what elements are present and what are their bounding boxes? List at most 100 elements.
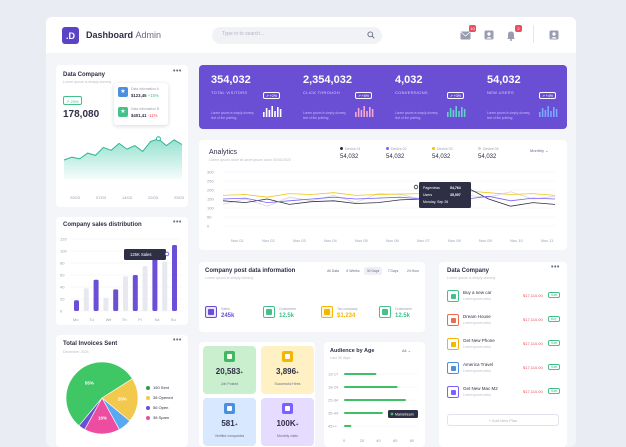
y-tick-label: 0 <box>60 309 63 314</box>
tile-icon-glyph <box>285 354 290 359</box>
more-options-icon[interactable]: ••• <box>551 264 560 271</box>
day-label: Fr <box>138 317 142 322</box>
filter-tab[interactable]: 24 Hour <box>406 269 420 273</box>
filter-tab[interactable]: All Data <box>327 269 339 273</box>
stat-tile[interactable]: 581+ Verified companies <box>203 398 256 446</box>
tooltip-label: Users <box>423 193 432 197</box>
card-subtitle: Lorem ipsum is simply dummy <box>63 80 112 84</box>
sales-bar <box>113 289 119 311</box>
legend-dot <box>386 147 389 150</box>
age-bar <box>344 412 383 414</box>
x-tick-label: 07/03 <box>96 195 107 200</box>
mini-bar <box>371 109 374 117</box>
legend-dot <box>340 147 343 150</box>
filter-tab[interactable]: 30 Days <box>364 267 382 275</box>
legend-value: 54,032 <box>432 154 451 160</box>
tile-value-number: 581 <box>221 419 235 428</box>
stat-chip: ↗ +4% <box>539 92 557 99</box>
tooltip-text: Mainstream <box>395 413 414 417</box>
mini-bar <box>544 110 547 117</box>
audience-chart: 13-17 18-24 25-34 35-44 45++ 0 20 40 60 80 Mainstr… <box>328 372 418 443</box>
more-options-icon[interactable]: ••• <box>173 337 182 344</box>
more-options-icon[interactable]: ••• <box>173 219 182 226</box>
age-filter-select[interactable]: All ⌄ <box>402 348 411 353</box>
period-select-value: Monthly <box>530 148 545 153</box>
list-item[interactable]: America Travel Lorem ipsum dolor $17,110.0… <box>447 360 561 380</box>
search-bar[interactable]: Type in to search... <box>212 27 382 44</box>
dashboard-window: .D Dashboard Admin Type in to search... … <box>46 17 576 447</box>
account-button[interactable] <box>549 29 561 41</box>
tile-value-suffix: + <box>234 422 238 428</box>
metric-label: Customers <box>279 307 296 311</box>
y-tick-label: 50 <box>207 215 212 220</box>
info2-value: $401,41 -11% <box>131 113 157 118</box>
notifications-button[interactable]: 2 <box>506 25 522 41</box>
mini-bar <box>268 110 271 117</box>
legend-name: Device 02 <box>391 147 407 151</box>
stat-tile[interactable]: 3,896+ Successful Hires <box>261 346 314 394</box>
mini-bar <box>355 112 357 117</box>
tile-icon <box>282 351 293 362</box>
invoice-legend-item: 38 Opened <box>146 395 173 400</box>
mini-bar <box>455 106 457 117</box>
item-tag: Buy <box>548 316 560 322</box>
period-select[interactable]: Monthly ⌄ <box>530 148 549 153</box>
stat-tile[interactable]: 100K+ Monthly visits <box>261 398 314 446</box>
y-tick-label: 120 <box>60 237 67 242</box>
stat-tile[interactable]: 20,583+ Job Posted <box>203 346 256 394</box>
list-item[interactable]: Dream House Lorem ipsum dolor $17,110.00 Bu… <box>447 312 560 332</box>
stat-item: 4,032 CONVERSIONS ↗ +3% Lorem ipsum is simp… <box>395 74 483 124</box>
sales-bar-secondary <box>83 288 89 311</box>
add-plan-button[interactable]: + Add New Plan <box>447 414 559 426</box>
search-input[interactable]: Type in to search... <box>222 31 265 37</box>
audience-title: Audience by Age <box>330 348 375 354</box>
search-icon[interactable] <box>367 31 375 39</box>
star-icon: ★ <box>118 87 128 97</box>
mini-bar <box>271 106 273 117</box>
profile-button[interactable] <box>484 29 496 41</box>
series-line <box>222 195 556 204</box>
tile-icon-glyph <box>227 406 232 411</box>
tooltip-dot <box>390 412 394 416</box>
item-tag: Sale <box>548 388 561 394</box>
x-tick-label: 60 <box>393 438 398 443</box>
legend-name: Device 04 <box>483 147 499 151</box>
sales-bar-secondary <box>123 276 128 311</box>
mini-bar <box>539 112 541 117</box>
legend-item: Device 04 <box>478 147 499 151</box>
mini-bar <box>277 107 279 117</box>
user-card-icon <box>484 30 494 40</box>
tile-icon <box>224 351 235 362</box>
stat-label: CLICK THROUGH <box>303 90 340 95</box>
list-item[interactable]: Get New Phone Lorem ipsum dolor $17,110.00… <box>447 336 561 356</box>
tile-icon-glyph <box>285 406 290 411</box>
tile-value-number: 3,896 <box>276 367 297 376</box>
sales-tooltip: 125K Sales <box>124 249 166 260</box>
mail-button[interactable]: 10 <box>460 25 476 41</box>
x-tick-label: Nov 01 <box>231 238 244 243</box>
analytics-title: Analytics <box>209 149 238 156</box>
age-bar <box>344 425 352 427</box>
invoice-legend-item: 56 Open <box>146 405 168 410</box>
mini-bar <box>360 110 363 117</box>
sales-bar <box>132 275 138 311</box>
metric-icon-glyph <box>382 309 388 315</box>
filter-tab[interactable]: 7 Days <box>387 269 399 273</box>
tile-value-suffix: + <box>240 370 244 376</box>
app-logo[interactable]: .D <box>62 27 79 44</box>
tooltip-label: Pageviews <box>423 186 440 190</box>
tooltip-text: 125K Sales <box>130 252 151 257</box>
area-chart: 20/03 07/03 14/03 22/03 29/03 <box>63 136 184 200</box>
legend-value: 54,032 <box>478 154 497 160</box>
more-options-icon[interactable]: ••• <box>173 68 182 75</box>
mini-bar-chart <box>447 106 466 117</box>
item-icon-glyph <box>451 294 456 299</box>
item-icon-glyph <box>451 342 456 347</box>
filter-tab[interactable]: 6 Weeks <box>346 269 360 273</box>
item-price: $17,110.00 <box>523 317 543 322</box>
pie-slice <box>78 397 103 430</box>
x-tick-label: Nov 08 <box>448 238 461 243</box>
info2-amount: $401,41 <box>131 113 147 118</box>
list-item[interactable]: Buy a new car Lorem ipsum dolor $17,110.00… <box>447 288 561 308</box>
list-item[interactable]: Get New Mac M2 Lorem ipsum dolor $17,110.0… <box>447 384 561 404</box>
